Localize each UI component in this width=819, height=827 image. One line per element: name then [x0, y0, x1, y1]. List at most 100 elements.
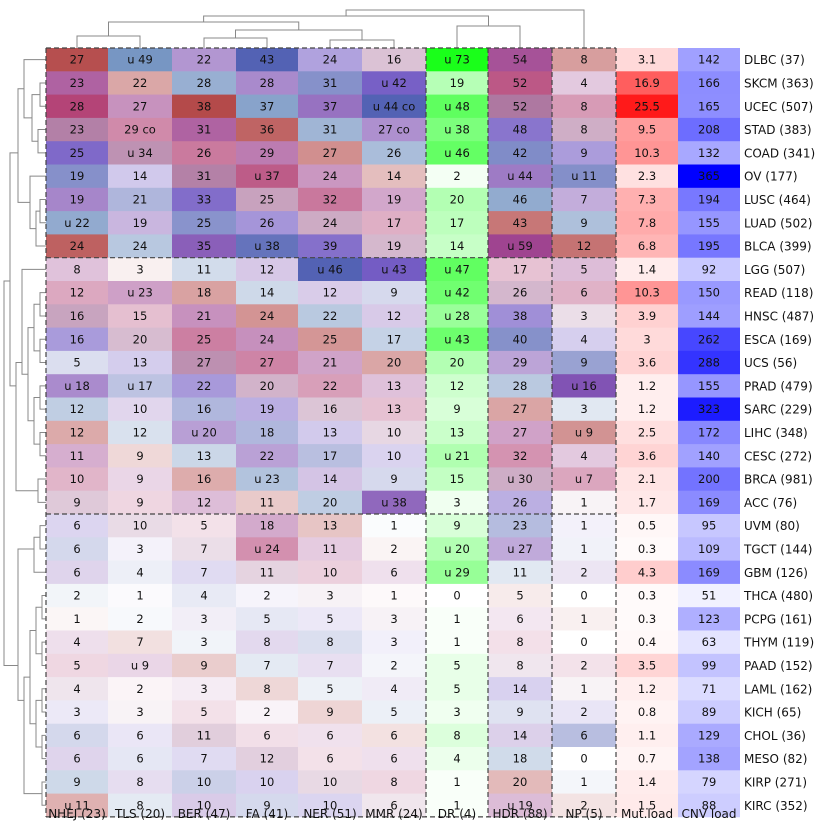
heatmap-cell: [488, 234, 552, 259]
heatmap-cell: [552, 117, 616, 142]
heatmap-cell: [362, 304, 426, 328]
cell-value: 28: [260, 76, 275, 90]
heatmap-cell: [298, 630, 362, 655]
cell-value: u 11: [571, 169, 597, 183]
cell-value: 8: [516, 635, 523, 649]
heatmap-cell: [426, 723, 488, 748]
heatmap-cell: [426, 327, 488, 352]
cell-value: 6: [73, 565, 80, 579]
cell-value: 27: [197, 356, 212, 370]
heatmap-cells: [46, 48, 740, 818]
cell-value: 7: [200, 542, 207, 556]
heatmap-cell: [298, 560, 362, 585]
heatmap-cell: [298, 304, 362, 328]
cell-value: 6: [516, 612, 523, 626]
heatmap-cell: [46, 48, 108, 72]
cell-value: 19: [450, 76, 465, 90]
cell-value: u 38: [381, 495, 407, 509]
heatmap-cell: [172, 467, 236, 492]
heatmap-cell: [236, 700, 298, 725]
heatmap-cell: [236, 187, 298, 212]
cell-value: 11: [197, 262, 212, 276]
cell-value: 63: [702, 635, 717, 649]
row-label: BRCA (981): [744, 473, 813, 487]
heatmap-cell: [488, 187, 552, 212]
cell-value: 10: [133, 402, 148, 416]
cell-value: 7: [580, 192, 587, 206]
heatmap-cell: [236, 164, 298, 189]
cell-value: 1.4: [638, 262, 656, 276]
heatmap-cell: [616, 700, 678, 725]
cell-value: 1.5: [638, 798, 656, 812]
heatmap-cell: [46, 793, 108, 818]
cell-value: 9: [580, 216, 587, 230]
cell-value: 2: [390, 542, 397, 556]
cell-value: 38: [197, 99, 212, 113]
cell-value: 2: [390, 658, 397, 672]
cell-value: 40: [513, 332, 528, 346]
cell-value: 22: [197, 53, 212, 67]
cell-value: 27: [513, 425, 528, 439]
heatmap-cell: [172, 653, 236, 678]
cell-value: 169: [698, 565, 720, 579]
cell-value: 5: [73, 658, 80, 672]
heatmap-cell: [552, 770, 616, 794]
cell-value: 323: [698, 402, 720, 416]
cell-value: 8: [326, 635, 333, 649]
cell-value: 24: [323, 53, 338, 67]
cell-value: 7.3: [638, 192, 656, 206]
cell-value: 17: [387, 216, 402, 230]
heatmap-cell: [298, 94, 362, 119]
dendrogram-branch: [17, 548, 34, 701]
cell-value: 10: [323, 565, 338, 579]
row-label: SARC (229): [744, 403, 812, 417]
heatmap-cell: [488, 397, 552, 422]
heatmap-cell: [46, 141, 108, 165]
cell-value: 9: [390, 286, 397, 300]
cell-value: u 38: [254, 239, 280, 253]
cell-value: 208: [698, 123, 720, 137]
row-label: OV (177): [744, 170, 798, 184]
row-label: KIRC (352): [744, 799, 808, 813]
dendrogram-branch: [27, 327, 34, 422]
dendrogram-branch: [39, 431, 46, 457]
cell-value: 9: [263, 798, 270, 812]
cell-value: 19: [260, 402, 275, 416]
cell-value: 1: [453, 635, 460, 649]
heatmap-cell: [426, 607, 488, 631]
cell-value: 14: [513, 728, 528, 742]
heatmap-cell: [488, 677, 552, 701]
row-label: GBM (126): [744, 566, 808, 580]
heatmap-cell: [678, 747, 740, 771]
cell-value: 24: [323, 216, 338, 230]
heatmap-cell: [616, 141, 678, 165]
cell-value: 6: [73, 542, 80, 556]
heatmap-cell: [616, 117, 678, 142]
cell-value: 5: [326, 682, 333, 696]
heatmap-cell: [172, 677, 236, 701]
cell-value: 16: [70, 332, 85, 346]
cell-value: 31: [197, 123, 212, 137]
heatmap-cell: [678, 723, 740, 748]
heatmap-cell: [488, 420, 552, 445]
cell-value: u 16: [571, 379, 597, 393]
cell-value: 6: [326, 728, 333, 742]
cell-value: 12: [133, 425, 148, 439]
cell-value: 11: [323, 542, 338, 556]
cell-value: 9: [136, 472, 143, 486]
cell-value: 262: [698, 332, 720, 346]
dendrogram-branch: [23, 59, 46, 119]
heatmap-cell: [426, 653, 488, 678]
dendrogram-branch: [39, 292, 46, 317]
heatmap-cell: [678, 653, 740, 678]
heatmap-cell: [172, 350, 236, 375]
row-label: UCS (56): [744, 356, 797, 370]
cell-value: 3.1: [638, 53, 656, 67]
dendrogram-branch: [203, 15, 489, 26]
cell-value: 9: [73, 495, 80, 509]
heatmap-cell: [552, 327, 616, 352]
heatmap-cell: [236, 677, 298, 701]
heatmap-cell: [426, 141, 488, 165]
heatmap-cell: [426, 583, 488, 608]
cell-value: 6: [136, 752, 143, 766]
